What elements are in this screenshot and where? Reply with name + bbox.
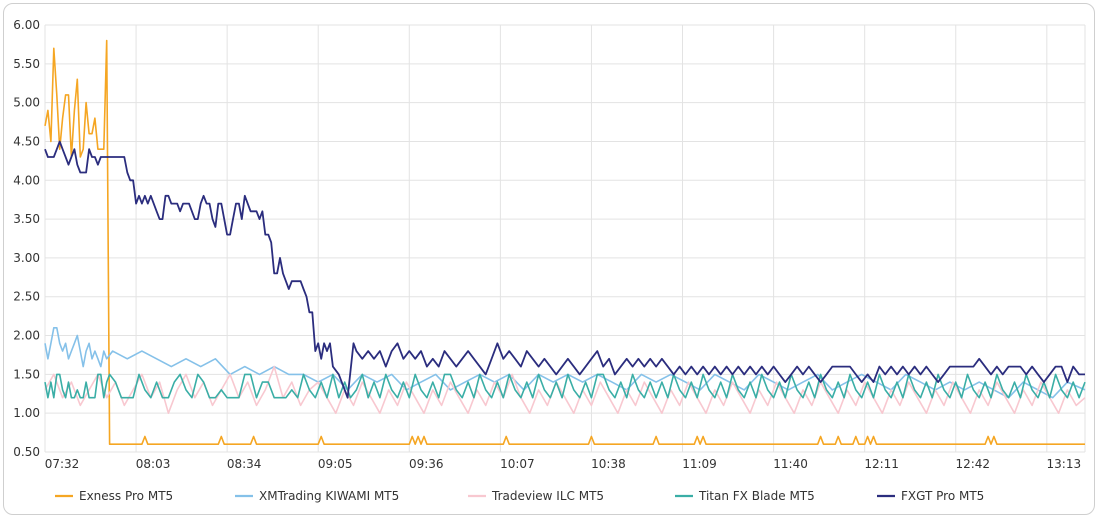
series-line-exness-pro-mt5	[44, 39, 1085, 446]
y-tick-label: 2.50	[13, 290, 40, 304]
y-tick-label: 0.50	[13, 445, 40, 459]
x-tick-label: 12:11	[864, 457, 899, 471]
y-tick-label: 4.00	[13, 173, 40, 187]
y-tick-label: 6.00	[13, 18, 40, 32]
legend-label: Titan FX Blade MT5	[698, 489, 815, 503]
x-tick-label: 07:32	[45, 457, 80, 471]
x-tick-label: 09:36	[409, 457, 444, 471]
series-line-titan-fx-blade-mt5	[44, 373, 1086, 399]
legend-label: Tradeview ILC MT5	[491, 489, 604, 503]
x-tick-label: 13:13	[1047, 457, 1082, 471]
chart-card	[3, 3, 1095, 515]
y-tick-label: 3.50	[13, 212, 40, 226]
y-tick-label: 5.50	[13, 57, 40, 71]
series-line-fxgt-pro-mt5	[44, 140, 1085, 399]
x-tick-label: 09:05	[318, 457, 353, 471]
x-tick-label: 11:09	[682, 457, 717, 471]
legend-label: XMTrading KIWAMI MT5	[259, 489, 399, 503]
y-tick-label: 2.00	[13, 329, 40, 343]
y-tick-label: 4.50	[13, 134, 40, 148]
x-tick-label: 12:42	[955, 457, 990, 471]
x-tick-label: 10:38	[591, 457, 626, 471]
y-tick-label: 1.00	[13, 406, 40, 420]
y-tick-label: 1.50	[13, 367, 40, 381]
x-tick-label: 11:40	[773, 457, 808, 471]
legend-label: FXGT Pro MT5	[901, 489, 984, 503]
y-tick-label: 3.00	[13, 251, 40, 265]
x-tick-label: 08:03	[136, 457, 171, 471]
x-tick-label: 08:34	[227, 457, 262, 471]
x-tick-label: 10:07	[500, 457, 535, 471]
y-tick-label: 5.00	[13, 96, 40, 110]
legend-label: Exness Pro MT5	[79, 489, 173, 503]
